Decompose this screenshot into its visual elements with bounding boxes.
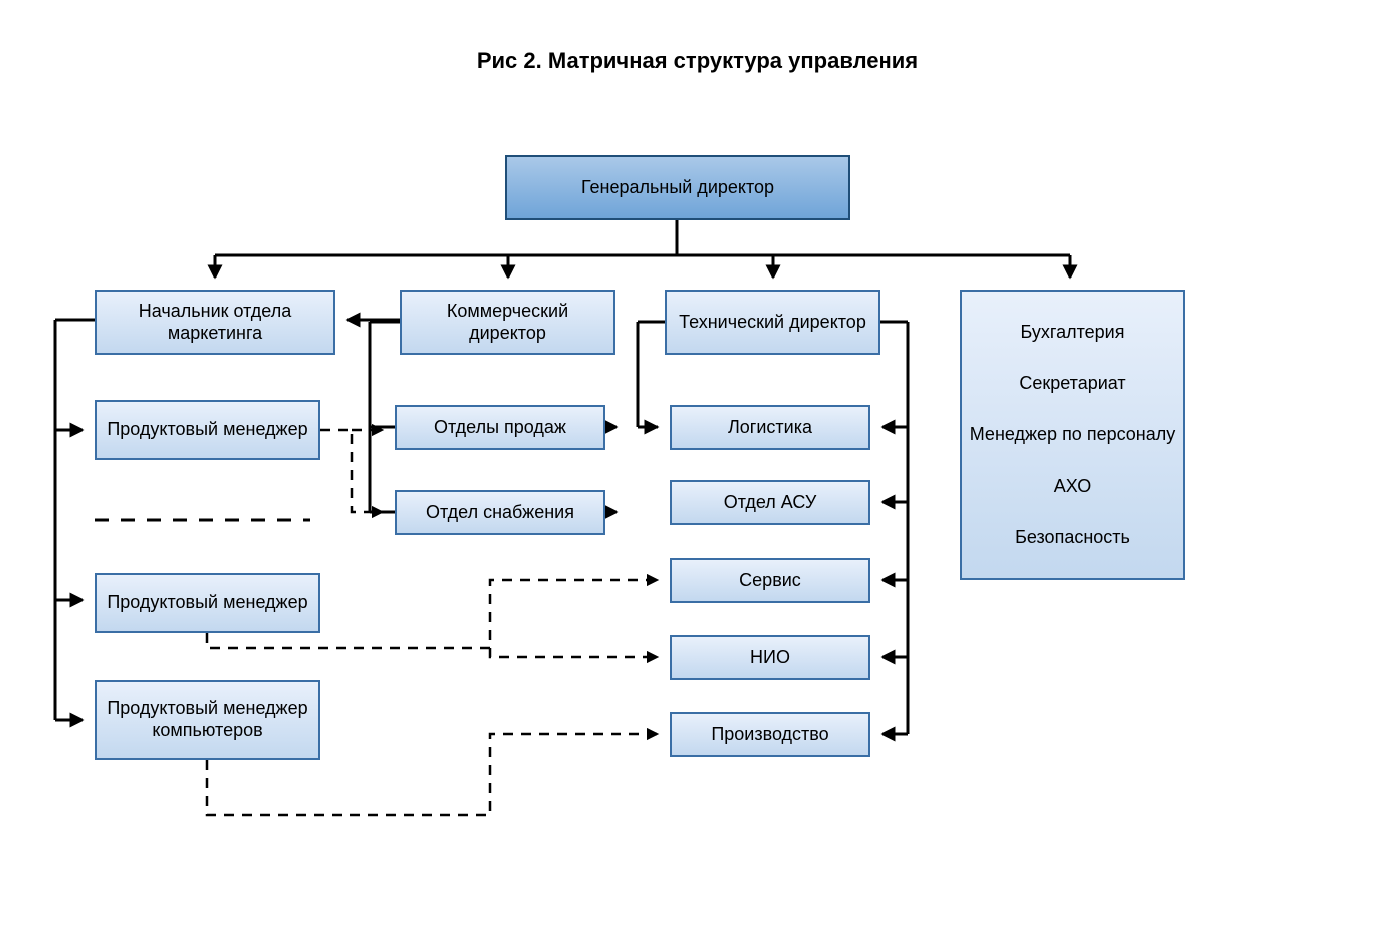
diagram-canvas: Рис 2. Матричная структура управления Ге… [0,0,1395,948]
node-tech_director: Технический директор [665,290,880,355]
node-sales: Отделы продаж [395,405,605,450]
node-comm_director: Коммерческий директор [400,290,615,355]
node-service: Сервис [670,558,870,603]
node-pm1: Продуктовый менеджер [95,400,320,460]
node-admin_block-line: Бухгалтерия [962,322,1183,343]
edges-layer [0,0,1395,948]
node-admin_block-line: Менеджер по персоналу [962,424,1183,445]
node-admin_block-line: АХО [962,476,1183,497]
node-pm2: Продуктовый менеджер [95,573,320,633]
node-asu: Отдел АСУ [670,480,870,525]
node-admin_block: Бухгалтерия Секретариат Менеджер по персон… [960,290,1185,580]
node-admin_block-line: Секретариат [962,373,1183,394]
node-gen_director: Генеральный директор [505,155,850,220]
node-marketing_head: Начальник отдела маркетинга [95,290,335,355]
node-admin_block-line: Безопасность [962,527,1183,548]
node-production: Производство [670,712,870,757]
node-nio: НИО [670,635,870,680]
node-supply: Отдел снабжения [395,490,605,535]
node-pm3: Продуктовый менеджер компьютеров [95,680,320,760]
node-logistics: Логистика [670,405,870,450]
diagram-title: Рис 2. Матричная структура управления [0,48,1395,74]
